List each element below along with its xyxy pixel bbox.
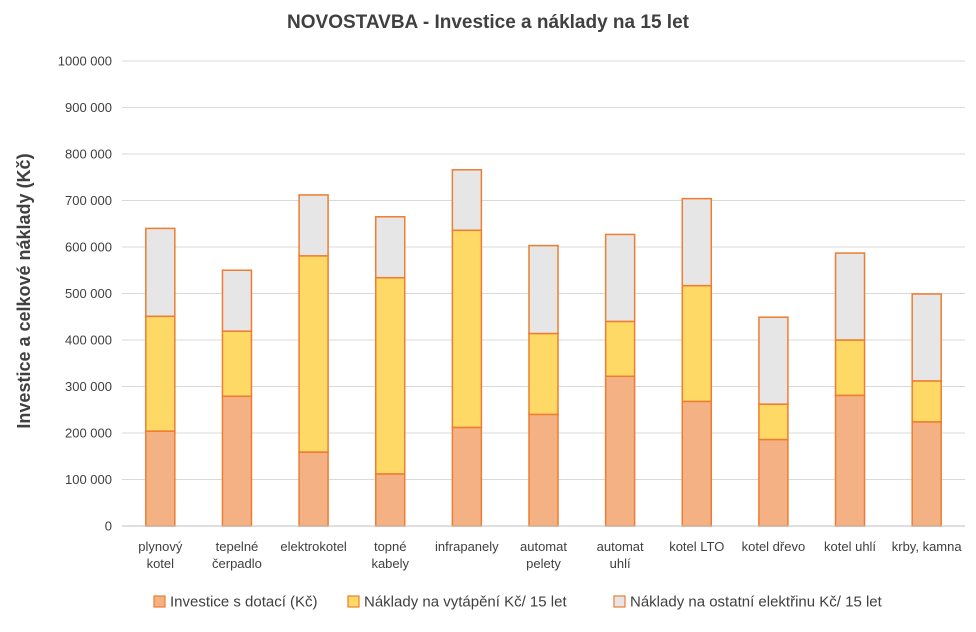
bar-segment-3	[911, 293, 942, 382]
bar-segment-3	[145, 227, 176, 318]
bars	[145, 169, 942, 527]
bar-segment-2	[604, 320, 636, 378]
bar-segment-1	[528, 413, 559, 527]
bar-segment-1	[681, 400, 713, 527]
y-tick-label: 700 000	[65, 193, 112, 208]
y-tick-label: 400 000	[65, 333, 112, 348]
y-tick-label: 900 000	[65, 100, 112, 115]
bar-segment-2	[528, 332, 559, 416]
legend-swatch-1	[153, 595, 166, 608]
y-tick-label: 300 000	[65, 379, 112, 394]
bar-segment-3	[298, 194, 329, 257]
x-axis-ticks: plynový kotel tepelné čerpadlo elektrokotel t…	[138, 539, 962, 571]
bar-segment-2	[758, 403, 789, 441]
x-tick-label: kotel LTO	[669, 539, 724, 554]
x-tick-label: topné kabely	[371, 539, 409, 571]
bar-segment-1	[604, 375, 636, 527]
bar-segment-1	[758, 438, 789, 527]
x-tick-label: automat uhlí	[597, 539, 644, 571]
bar-segment-1	[834, 394, 866, 527]
bar-segment-3	[604, 233, 636, 323]
bar-segment-2	[145, 315, 176, 432]
bar-segment-3	[681, 197, 713, 287]
bar-segment-2	[221, 330, 253, 398]
bar-segment-1	[374, 473, 406, 527]
bar-segment-2	[451, 229, 483, 429]
x-tick-label: kotel dřevo	[742, 539, 806, 554]
bar-segment-2	[298, 255, 329, 453]
x-tick-label: kotel uhlí	[824, 539, 876, 554]
legend-label-2: Náklady na vytápění Kč/ 15 let	[364, 594, 567, 611]
y-tick-label: 500 000	[65, 286, 112, 301]
legend-swatch-3	[613, 595, 626, 608]
bar-segment-1	[145, 430, 176, 527]
y-axis-ticks: 0 100 000 200 000 300 000 400 000 500 000 600 …	[58, 54, 112, 534]
bar-segment-1	[911, 421, 942, 527]
bar-segment-2	[834, 339, 866, 397]
bar-segment-1	[298, 451, 329, 527]
chart-title: NOVOSTAVBA - Investice a náklady na 15 l…	[287, 12, 690, 33]
bar-segment-1	[221, 395, 253, 527]
bar-segment-2	[374, 276, 406, 475]
legend-swatch-2	[347, 595, 360, 608]
legend-label-1: Investice s dotací (Kč)	[170, 594, 318, 611]
y-tick-label: 600 000	[65, 240, 112, 255]
y-tick-label: 800 000	[65, 147, 112, 162]
bar-segment-3	[758, 316, 789, 405]
bar-segment-3	[528, 244, 559, 335]
bar-segment-3	[374, 216, 406, 279]
bar-segment-3	[221, 269, 253, 332]
x-tick-label: infrapanely	[435, 539, 499, 554]
bar-segment-2	[911, 380, 942, 423]
legend: Investice s dotací (Kč) Náklady na vytápě…	[153, 594, 883, 611]
x-tick-label: krby, kamna	[892, 539, 963, 554]
bar-segment-2	[681, 284, 713, 403]
y-tick-label: 200 000	[65, 426, 112, 441]
x-tick-label: elektrokotel	[280, 539, 347, 554]
x-tick-label: plynový kotel	[138, 539, 183, 571]
bar-segment-3	[451, 169, 483, 232]
y-tick-label: 1000 000	[58, 54, 112, 69]
legend-label-3: Náklady na ostatní elektřinu Kč/ 15 let	[630, 594, 883, 611]
x-tick-label: tepelné čerpadlo	[212, 539, 262, 571]
bar-segment-3	[834, 252, 866, 341]
bar-segment-1	[451, 426, 483, 527]
y-tick-label: 0	[105, 519, 112, 534]
x-tick-label: automat pelety	[520, 539, 567, 571]
y-tick-label: 100 000	[65, 472, 112, 487]
y-axis-label: Investice a celkové náklady (Kč)	[14, 153, 34, 428]
